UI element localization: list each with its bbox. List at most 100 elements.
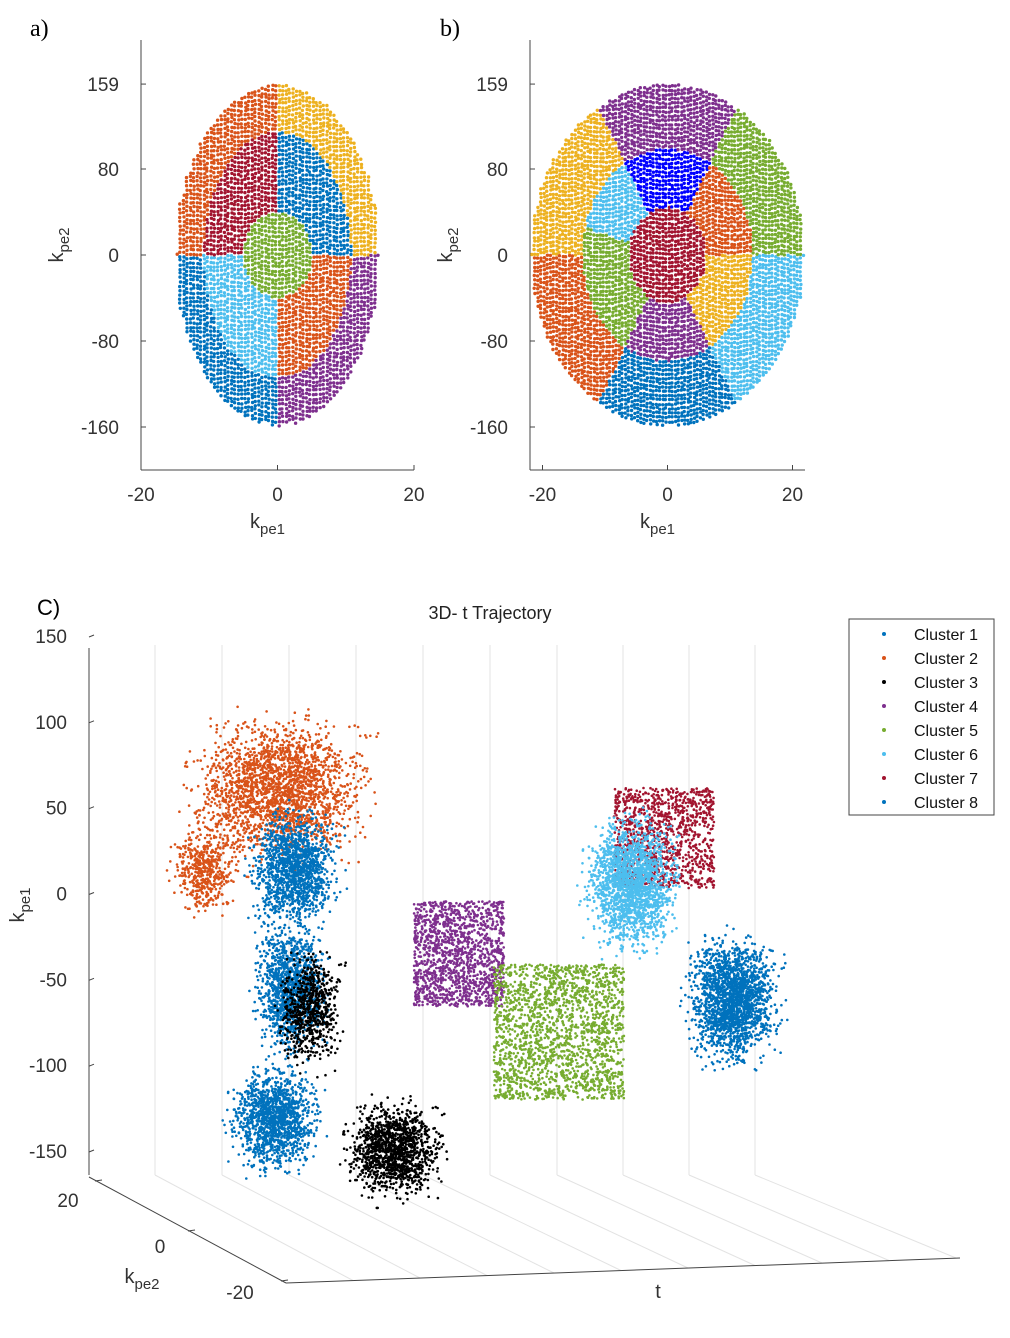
data-point bbox=[254, 231, 257, 234]
data-point bbox=[230, 232, 233, 235]
data-point bbox=[198, 193, 201, 196]
data-point bbox=[185, 274, 188, 277]
data-point bbox=[212, 218, 215, 221]
data-point bbox=[274, 192, 277, 195]
data-point bbox=[199, 155, 202, 158]
data-point bbox=[233, 324, 236, 327]
data-point bbox=[236, 221, 239, 224]
data-point bbox=[205, 346, 208, 349]
data-point bbox=[223, 257, 226, 260]
data-point bbox=[257, 287, 260, 290]
data-point bbox=[260, 272, 263, 275]
data-point bbox=[274, 407, 277, 410]
data-point bbox=[260, 267, 263, 270]
data-point bbox=[223, 342, 226, 345]
data-point bbox=[206, 265, 209, 268]
data-point bbox=[274, 339, 277, 342]
data-point bbox=[253, 119, 256, 122]
data-point bbox=[253, 321, 256, 324]
data-point bbox=[230, 263, 233, 266]
data-point bbox=[195, 326, 198, 329]
data-point bbox=[260, 324, 263, 327]
data-point bbox=[220, 201, 223, 204]
data-point bbox=[274, 394, 277, 397]
data-point bbox=[267, 364, 270, 367]
data-point bbox=[264, 260, 267, 263]
data-point bbox=[219, 343, 222, 346]
data-point bbox=[278, 243, 281, 246]
data-point bbox=[257, 403, 260, 406]
data-point bbox=[216, 166, 219, 169]
data-point bbox=[233, 354, 236, 357]
data-point bbox=[240, 135, 243, 138]
data-point bbox=[247, 281, 250, 284]
data-point bbox=[233, 200, 236, 203]
data-point bbox=[277, 115, 280, 118]
data-point bbox=[199, 189, 202, 192]
data-point bbox=[226, 327, 229, 330]
panel-a-points bbox=[176, 84, 380, 428]
data-point bbox=[243, 225, 246, 228]
data-point bbox=[213, 180, 216, 183]
data-point bbox=[237, 406, 240, 409]
data-point bbox=[267, 214, 270, 217]
data-point bbox=[257, 215, 260, 218]
data-point bbox=[182, 285, 185, 288]
data-point bbox=[189, 296, 192, 299]
data-point bbox=[260, 319, 263, 322]
data-point bbox=[192, 292, 195, 295]
data-point bbox=[260, 294, 263, 297]
data-point bbox=[203, 340, 206, 343]
data-point bbox=[226, 279, 229, 282]
data-point bbox=[278, 180, 281, 183]
data-point bbox=[264, 187, 267, 190]
data-point bbox=[247, 320, 250, 323]
data-point bbox=[237, 380, 240, 383]
data-point bbox=[216, 244, 219, 247]
data-point bbox=[271, 351, 274, 354]
data-point bbox=[267, 385, 270, 388]
data-point bbox=[212, 205, 215, 208]
data-point bbox=[205, 269, 208, 272]
data-point bbox=[240, 233, 243, 236]
data-point bbox=[205, 304, 208, 307]
data-point bbox=[271, 377, 274, 380]
data-point bbox=[250, 409, 253, 412]
data-point bbox=[281, 380, 284, 383]
data-point bbox=[247, 152, 250, 155]
data-point bbox=[240, 337, 243, 340]
data-point bbox=[277, 137, 280, 140]
data-point bbox=[199, 292, 202, 295]
data-point bbox=[223, 312, 226, 315]
data-point bbox=[206, 243, 209, 246]
data-point bbox=[219, 114, 222, 117]
data-point bbox=[219, 372, 222, 375]
data-point bbox=[246, 366, 249, 369]
data-point bbox=[223, 303, 226, 306]
data-point bbox=[240, 407, 243, 410]
data-point bbox=[247, 272, 250, 275]
data-point bbox=[230, 341, 233, 344]
data-point bbox=[189, 230, 192, 233]
data-point bbox=[220, 338, 223, 341]
data-point bbox=[216, 295, 219, 298]
data-point bbox=[274, 89, 277, 92]
data-point bbox=[192, 262, 195, 265]
data-point bbox=[260, 130, 263, 133]
data-point bbox=[185, 296, 188, 299]
data-point bbox=[260, 418, 263, 421]
data-point bbox=[226, 315, 229, 318]
data-point bbox=[253, 295, 256, 298]
data-point bbox=[182, 307, 185, 310]
data-point bbox=[278, 295, 281, 298]
data-point bbox=[278, 140, 281, 143]
data-point bbox=[260, 87, 263, 90]
data-point bbox=[189, 266, 192, 269]
data-point bbox=[250, 168, 253, 171]
data-point bbox=[246, 344, 249, 347]
data-point bbox=[233, 294, 236, 297]
data-point bbox=[236, 131, 239, 134]
data-point bbox=[210, 351, 213, 354]
data-point bbox=[274, 355, 277, 358]
data-point bbox=[209, 238, 212, 241]
